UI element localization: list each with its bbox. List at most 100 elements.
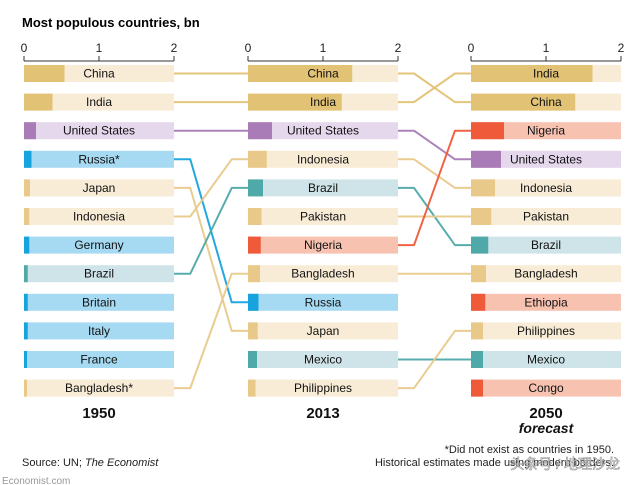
bar-1950-germany — [24, 236, 30, 254]
row-band-2013-pakistan — [248, 208, 398, 225]
row-band-1950-russia — [24, 150, 174, 168]
row-band-2050-congo — [471, 379, 621, 397]
year-subtitle-2050: forecast — [519, 420, 575, 436]
row-band-1950-italy — [24, 322, 174, 340]
row-label-2050-philippines: Philippines — [517, 324, 575, 338]
row-label-2050-india: India — [533, 67, 559, 81]
tick-label-1950-0: 0 — [21, 41, 28, 55]
row-band-2050-united-states — [471, 150, 621, 168]
row-band-2013-united-states — [248, 122, 398, 140]
row-band-1950-germany — [24, 236, 174, 254]
bar-2013-china — [248, 65, 353, 82]
bar-2013-pakistan — [248, 208, 262, 225]
source-publication: The Economist — [85, 457, 159, 469]
tick-label-2050-1: 1 — [543, 41, 550, 55]
row-band-2050-nigeria — [471, 122, 621, 140]
row-label-2013-united-states: United States — [287, 124, 359, 138]
tick-label-2050-0: 0 — [468, 41, 475, 55]
year-label-1950: 1950 — [82, 405, 115, 422]
row-label-1950-japan: Japan — [83, 181, 116, 195]
row-label-1950-russia: Russia* — [78, 152, 120, 166]
row-label-1950-germany: Germany — [74, 238, 123, 252]
bar-1950-brazil — [24, 265, 28, 283]
row-band-2050-brazil — [471, 236, 621, 254]
rank-connectors — [174, 72, 471, 390]
row-band-1950-bangladesh — [24, 379, 174, 397]
row-band-1950-indonesia — [24, 208, 174, 225]
row-band-1950-britain — [24, 293, 174, 311]
watermark: 头条号 / 地理沙龙 — [510, 456, 620, 472]
bar-1950-italy — [24, 322, 28, 340]
row-band-2050-bangladesh — [471, 265, 621, 283]
row-label-1950-indonesia: Indonesia — [73, 210, 125, 224]
row-band-2013-bangladesh — [248, 265, 398, 283]
row-label-2013-bangladesh: Bangladesh — [291, 267, 354, 281]
connector-1950-2013-japan — [174, 186, 248, 332]
bar-2050-congo — [471, 379, 483, 397]
row-band-1950-france — [24, 351, 174, 368]
bar-1950-indonesia — [24, 208, 30, 225]
bar-2013-bangladesh — [248, 265, 260, 283]
panel-1950: 0 1 2 China India United States Russia* Japan In… — [21, 41, 178, 422]
row-label-2050-united-states: United States — [510, 152, 582, 166]
connector-1950-2013-indonesia — [174, 158, 248, 218]
tick-label-1950-2: 2 — [171, 41, 178, 55]
bar-1950-japan — [24, 179, 30, 197]
row-label-1950-china: China — [83, 67, 115, 81]
row-band-2050-philippines — [471, 322, 621, 340]
bar-2050-ethiopia — [471, 293, 486, 311]
connector-2013-2050-indonesia — [398, 158, 471, 189]
tick-label-2013-1: 1 — [320, 41, 327, 55]
row-label-1950-brazil: Brazil — [84, 267, 114, 281]
panels: 0 1 2 China India United States Russia* Japan In… — [21, 41, 625, 436]
row-label-1950-britain: Britain — [82, 295, 116, 309]
bar-2050-china — [471, 93, 576, 111]
source-prefix: Source: UN; — [22, 457, 85, 469]
row-label-2050-nigeria: Nigeria — [527, 124, 565, 138]
row-band-2050-ethiopia — [471, 293, 621, 311]
footnote-borders: Historical estimates made using modern b… — [375, 457, 614, 469]
row-label-2013-pakistan: Pakistan — [300, 210, 346, 224]
row-label-2050-mexico: Mexico — [527, 353, 565, 367]
row-label-2013-russia: Russia — [305, 295, 342, 309]
row-label-2050-brazil: Brazil — [531, 238, 561, 252]
row-band-1950-india — [24, 93, 174, 111]
tick-label-2050-2: 2 — [618, 41, 625, 55]
tick-label-2013-2: 2 — [395, 41, 402, 55]
footnote-countries: *Did not exist as countries in 1950. — [445, 444, 614, 456]
row-label-2013-nigeria: Nigeria — [304, 238, 342, 252]
row-label-2050-indonesia: Indonesia — [520, 181, 572, 195]
row-label-2013-indonesia: Indonesia — [297, 152, 349, 166]
bar-1950-britain — [24, 293, 28, 311]
row-band-2013-japan — [248, 322, 398, 340]
bar-2013-nigeria — [248, 236, 261, 254]
bar-2050-united-states — [471, 150, 501, 168]
bar-2013-japan — [248, 322, 258, 340]
row-label-1950-india: India — [86, 95, 112, 109]
row-label-2050-china: China — [530, 95, 562, 109]
row-band-2013-indonesia — [248, 150, 398, 168]
bar-1950-bangladesh — [24, 379, 27, 397]
row-band-2013-mexico — [248, 351, 398, 368]
row-band-2013-russia — [248, 293, 398, 311]
bar-1950-china — [24, 65, 65, 82]
row-label-2013-brazil: Brazil — [308, 181, 338, 195]
row-band-2050-indonesia — [471, 179, 621, 197]
bar-2050-pakistan — [471, 208, 492, 225]
site-fragment: Economist.com — [2, 476, 70, 485]
bar-2013-mexico — [248, 351, 257, 368]
connector-1950-2013-brazil — [174, 186, 248, 275]
row-band-2013-philippines — [248, 379, 398, 397]
panel-2013: 0 1 2 China India United States Indonesia Brazi… — [245, 41, 402, 422]
bar-2050-bangladesh — [471, 265, 486, 283]
row-label-1950-italy: Italy — [88, 324, 110, 338]
bar-2050-indonesia — [471, 179, 495, 197]
connector-2013-2050-united-states — [398, 129, 471, 161]
row-label-2050-bangladesh: Bangladesh — [514, 267, 577, 281]
bar-2013-russia — [248, 293, 259, 311]
bar-2050-brazil — [471, 236, 489, 254]
bar-1950-france — [24, 351, 27, 368]
bar-2013-united-states — [248, 122, 272, 140]
row-label-2013-philippines: Philippines — [294, 381, 352, 395]
